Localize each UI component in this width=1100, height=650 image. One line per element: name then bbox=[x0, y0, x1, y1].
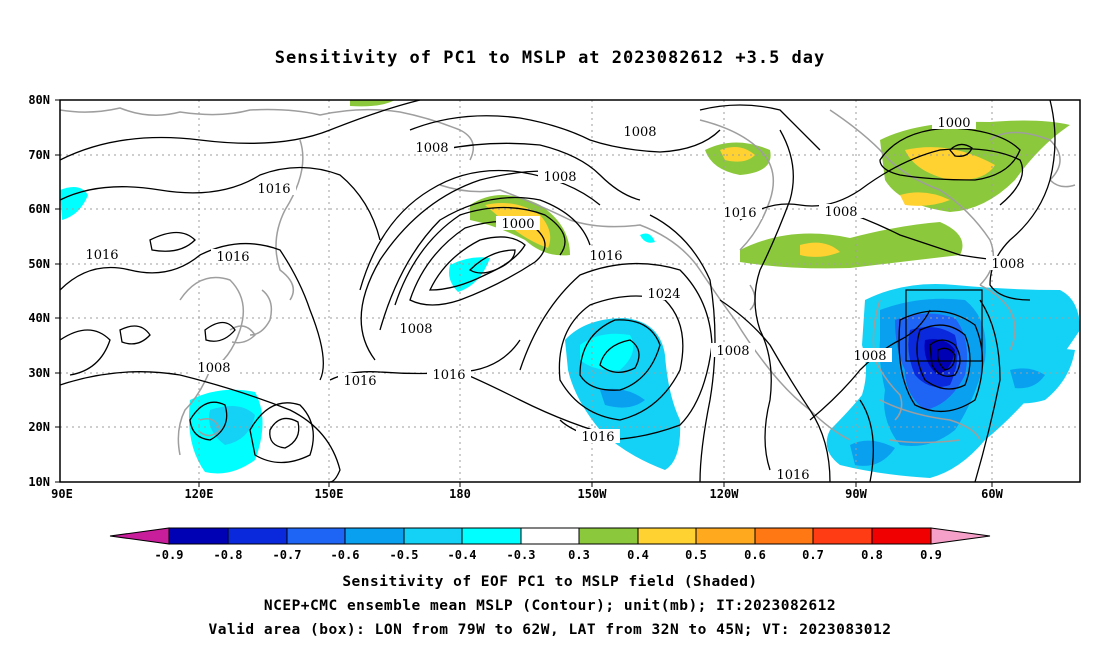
lat-label: 20N bbox=[28, 420, 50, 434]
contour-label: 1016 bbox=[343, 374, 376, 389]
figure-title: Sensitivity of PC1 to MSLP at 2023082612… bbox=[274, 48, 826, 68]
map-frame bbox=[59, 99, 1081, 483]
latitude-labels: 80N 70N 60N 50N 40N 30N 20N 10N bbox=[28, 93, 50, 489]
valid-area-box bbox=[905, 289, 983, 362]
contour-labels: 1016 1008 1016 1016 1016 1000 1008 1008 … bbox=[80, 115, 1030, 483]
lat-label: 10N bbox=[28, 475, 50, 489]
contour-label: 1008 bbox=[716, 344, 749, 359]
colorbar-swatch bbox=[578, 527, 639, 545]
lon-label: 120W bbox=[710, 487, 740, 501]
longitude-labels: 90E 120E 150E 180 150W 120W 90W 60W bbox=[51, 487, 1003, 501]
contour-label: 1016 bbox=[581, 430, 614, 445]
colorbar-swatch bbox=[286, 527, 346, 545]
contour-label: 1016 bbox=[776, 468, 809, 483]
lon-label: 150E bbox=[315, 487, 344, 501]
colorbar-swatch bbox=[754, 527, 814, 545]
colorbar-label: 0.6 bbox=[744, 548, 766, 562]
colorbar-label: -0.3 bbox=[507, 548, 536, 562]
contour-label: 1008 bbox=[197, 361, 230, 376]
contour-label: 1024 bbox=[647, 287, 680, 302]
colorbar-left-tip bbox=[109, 527, 170, 545]
lat-label: 70N bbox=[28, 148, 50, 162]
lat-label: 60N bbox=[28, 202, 50, 216]
contour-label: 1000 bbox=[937, 116, 970, 131]
coastlines bbox=[60, 107, 1076, 456]
colorbar-label: 0.4 bbox=[627, 548, 649, 562]
colorbar-swatch bbox=[168, 527, 229, 545]
lat-label: 30N bbox=[28, 366, 50, 380]
colorbar-labels: -0.9 -0.8 -0.7 -0.6 -0.5 -0.4 -0.3 0.3 0… bbox=[155, 548, 942, 562]
colorbar-swatch bbox=[403, 527, 463, 545]
colorbar-label: -0.5 bbox=[390, 548, 419, 562]
caption-line-3: Valid area (box): LON from 79W to 62W, L… bbox=[208, 622, 892, 638]
colorbar-label: 0.7 bbox=[802, 548, 824, 562]
colorbar-label: 0.9 bbox=[920, 548, 942, 562]
contour-label: 1016 bbox=[723, 206, 756, 221]
lon-label: 120E bbox=[185, 487, 214, 501]
contour-label: 1016 bbox=[589, 249, 622, 264]
axis-ticks bbox=[55, 99, 993, 487]
contour-label: 1008 bbox=[543, 170, 576, 185]
positive-sensitivity-shading bbox=[200, 100, 1070, 419]
colorbar-label: -0.4 bbox=[448, 548, 477, 562]
colorbar-swatch bbox=[520, 527, 580, 545]
contour-label: 1016 bbox=[85, 248, 118, 263]
contour-label: 1008 bbox=[399, 322, 432, 337]
lon-label: 90W bbox=[845, 487, 867, 501]
contour-label: 1008 bbox=[824, 205, 857, 220]
colorbar-label: -0.7 bbox=[273, 548, 302, 562]
contour-label: 1000 bbox=[501, 217, 534, 232]
colorbar-label: 0.8 bbox=[861, 548, 883, 562]
negative-sensitivity-shading bbox=[60, 186, 1080, 478]
contour-label: 1008 bbox=[853, 349, 886, 364]
colorbar-swatch bbox=[637, 527, 697, 545]
lat-label: 80N bbox=[28, 93, 50, 107]
colorbar-label: -0.9 bbox=[155, 548, 184, 562]
colorbar-label: 0.3 bbox=[568, 548, 590, 562]
colorbar-swatch bbox=[461, 527, 522, 545]
colorbar-swatch bbox=[871, 527, 932, 545]
contour-label: 1008 bbox=[415, 141, 448, 156]
colorbar-label: 0.5 bbox=[685, 548, 707, 562]
contour-label: 1008 bbox=[623, 125, 656, 140]
colorbar-right-tip bbox=[930, 527, 991, 545]
colorbar-swatch bbox=[695, 527, 756, 545]
colorbar-swatch bbox=[227, 527, 288, 545]
colorbar bbox=[109, 527, 991, 545]
caption-line-1: Sensitivity of EOF PC1 to MSLP field (Sh… bbox=[342, 574, 758, 590]
colorbar-swatch bbox=[344, 527, 405, 545]
lat-label: 50N bbox=[28, 257, 50, 271]
contour-label: 1016 bbox=[216, 250, 249, 265]
colorbar-label: -0.8 bbox=[214, 548, 243, 562]
contour-label: 1008 bbox=[991, 257, 1024, 272]
lon-label: 180 bbox=[449, 487, 471, 501]
caption-line-2: NCEP+CMC ensemble mean MSLP (Contour); u… bbox=[263, 598, 837, 614]
lon-label: 60W bbox=[981, 487, 1003, 501]
lon-label: 90E bbox=[51, 487, 73, 501]
colorbar-label: -0.6 bbox=[331, 548, 360, 562]
contour-label: 1016 bbox=[257, 182, 290, 197]
lon-label: 150W bbox=[578, 487, 608, 501]
colorbar-swatch bbox=[812, 527, 873, 545]
contour-label: 1016 bbox=[432, 368, 465, 383]
lat-label: 40N bbox=[28, 311, 50, 325]
mslp-contours bbox=[60, 100, 1056, 482]
